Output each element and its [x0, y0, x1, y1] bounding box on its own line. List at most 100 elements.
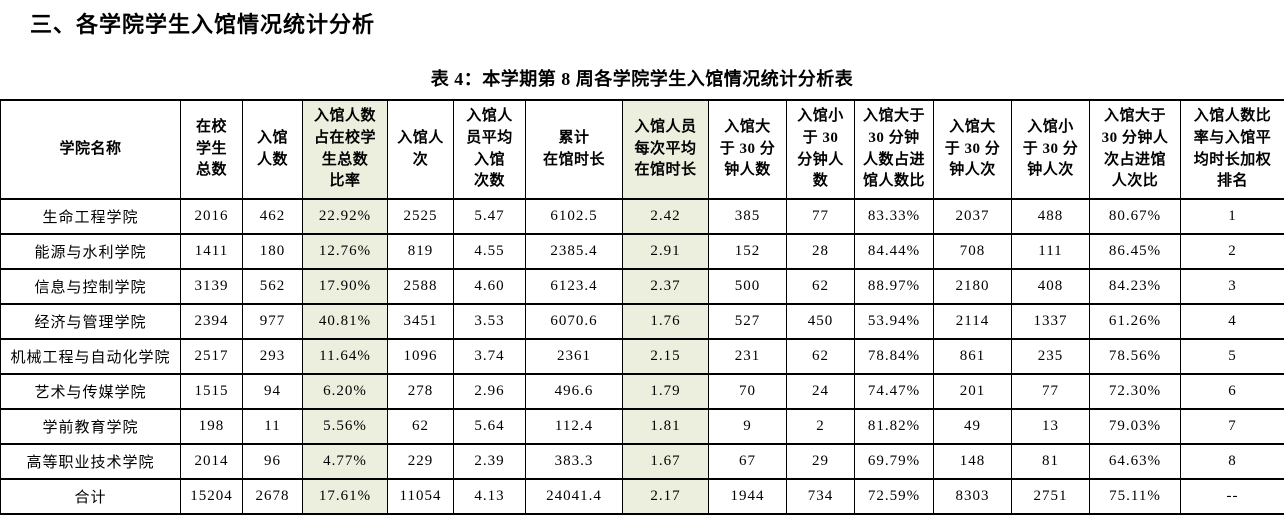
data-cell: 1.81: [622, 408, 709, 445]
data-cell: 4.55: [453, 233, 526, 270]
data-cell: 1411: [180, 233, 243, 270]
data-cell: 2014: [180, 443, 243, 480]
data-cell: 2.39: [453, 443, 526, 480]
data-cell: 2037: [933, 198, 1012, 235]
data-cell: 3.74: [453, 338, 526, 375]
data-cell: 2180: [933, 268, 1012, 305]
data-cell: 2: [786, 408, 855, 445]
data-cell: 11054: [387, 478, 454, 515]
data-cell: 62: [786, 268, 855, 305]
header-row: 学院名称 在校 学生 总数 入馆 人数 入馆人数 占在校学 生总数 比率 入馆人 次入馆…: [0, 99, 1284, 200]
data-cell: 496.6: [525, 373, 623, 410]
data-cell: 22.92%: [302, 198, 388, 235]
data-cell: 152: [708, 233, 787, 270]
data-cell: 8303: [933, 478, 1012, 515]
data-cell: 29: [786, 443, 855, 480]
data-cell: 2.17: [622, 478, 709, 515]
data-cell: 11: [242, 408, 303, 445]
data-cell: 112.4: [525, 408, 623, 445]
data-cell: 72.30%: [1089, 373, 1181, 410]
data-cell: 1515: [180, 373, 243, 410]
data-cell: 70: [708, 373, 787, 410]
data-cell: 28: [786, 233, 855, 270]
data-cell: 4.60: [453, 268, 526, 305]
data-cell: 1944: [708, 478, 787, 515]
data-cell: 2385.4: [525, 233, 623, 270]
data-cell: 488: [1011, 198, 1090, 235]
data-cell: 385: [708, 198, 787, 235]
data-cell: 111: [1011, 233, 1090, 270]
data-cell: 819: [387, 233, 454, 270]
data-cell: 201: [933, 373, 1012, 410]
data-cell: 24: [786, 373, 855, 410]
data-cell: 13: [1011, 408, 1090, 445]
data-cell: 80.67%: [1089, 198, 1181, 235]
data-cell: 24041.4: [525, 478, 623, 515]
column-header: 入馆人数 占在校学 生总数 比率: [302, 99, 388, 200]
data-cell: 4.77%: [302, 443, 388, 480]
data-cell: 3451: [387, 303, 454, 340]
data-cell: 64.63%: [1089, 443, 1181, 480]
data-cell: 6123.4: [525, 268, 623, 305]
data-cell: 2.15: [622, 338, 709, 375]
data-cell: 77: [1011, 373, 1090, 410]
college-name-cell: 高等职业技术学院: [0, 443, 181, 480]
data-cell: 2114: [933, 303, 1012, 340]
data-cell: 2.37: [622, 268, 709, 305]
data-cell: 84.44%: [854, 233, 934, 270]
data-cell: 5: [1180, 338, 1284, 375]
column-header: 入馆大 于 30 分 钟人次: [933, 99, 1012, 200]
data-cell: 2588: [387, 268, 454, 305]
data-cell: 78.84%: [854, 338, 934, 375]
data-cell: 6.20%: [302, 373, 388, 410]
college-name-cell: 能源与水利学院: [0, 233, 181, 270]
data-cell: 6: [1180, 373, 1284, 410]
data-cell: 1.79: [622, 373, 709, 410]
data-cell: 67: [708, 443, 787, 480]
table-row: 学前教育学院 198 11 5.56% 62 5.64 112.4 1.81 9 2 81.82% 4…: [0, 408, 1284, 445]
college-name-cell: 机械工程与自动化学院: [0, 338, 181, 375]
data-cell: 1096: [387, 338, 454, 375]
data-cell: 2.91: [622, 233, 709, 270]
data-cell: 72.59%: [854, 478, 934, 515]
data-cell: 79.03%: [1089, 408, 1181, 445]
data-cell: 6070.6: [525, 303, 623, 340]
data-cell: 231: [708, 338, 787, 375]
data-cell: 734: [786, 478, 855, 515]
column-header: 学院名称: [0, 99, 181, 200]
data-cell: 562: [242, 268, 303, 305]
table-row: 高等职业技术学院 2014 96 4.77% 229 2.39 383.3 1.67 67 29 6…: [0, 443, 1284, 480]
column-header: 在校 学生 总数: [180, 99, 243, 200]
data-cell: 53.94%: [854, 303, 934, 340]
data-cell: 84.23%: [1089, 268, 1181, 305]
data-cell: 278: [387, 373, 454, 410]
data-cell: 17.61%: [302, 478, 388, 515]
data-cell: 861: [933, 338, 1012, 375]
data-cell: 462: [242, 198, 303, 235]
data-cell: 527: [708, 303, 787, 340]
data-cell: 1337: [1011, 303, 1090, 340]
data-cell: 1.76: [622, 303, 709, 340]
data-cell: 383.3: [525, 443, 623, 480]
data-cell: 94: [242, 373, 303, 410]
data-cell: 86.45%: [1089, 233, 1181, 270]
data-cell: 61.26%: [1089, 303, 1181, 340]
data-cell: 708: [933, 233, 1012, 270]
data-cell: 12.76%: [302, 233, 388, 270]
data-cell: 88.97%: [854, 268, 934, 305]
data-cell: 235: [1011, 338, 1090, 375]
data-cell: 62: [786, 338, 855, 375]
data-cell: 17.90%: [302, 268, 388, 305]
column-header: 入馆人员 每次平均 在馆时长: [622, 99, 709, 200]
data-cell: 180: [242, 233, 303, 270]
college-name-cell: 艺术与传媒学院: [0, 373, 181, 410]
data-cell: 8: [1180, 443, 1284, 480]
data-cell: 500: [708, 268, 787, 305]
data-cell: 7: [1180, 408, 1284, 445]
college-name-cell: 经济与管理学院: [0, 303, 181, 340]
data-cell: 83.33%: [854, 198, 934, 235]
column-header: 累计 在馆时长: [525, 99, 623, 200]
column-header: 入馆大于 30 分钟人 次占进馆 人次比: [1089, 99, 1181, 200]
data-cell: 2751: [1011, 478, 1090, 515]
